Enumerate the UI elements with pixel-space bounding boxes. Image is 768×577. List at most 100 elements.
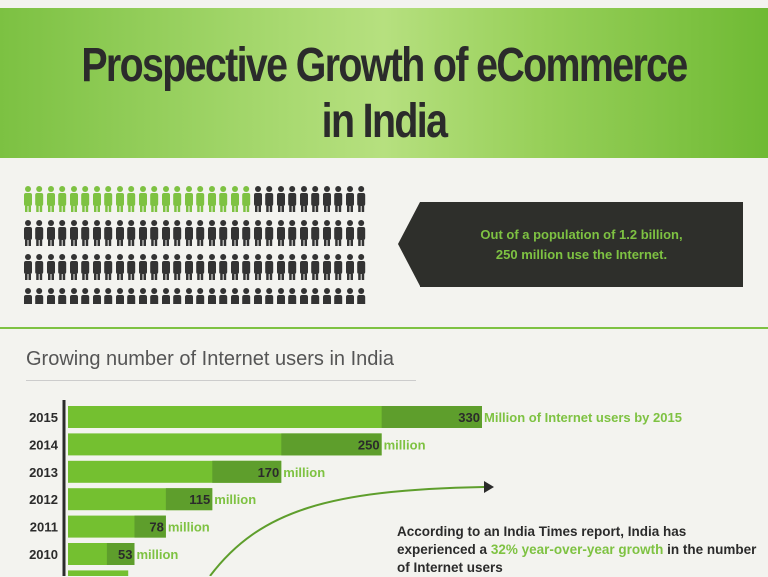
person-icon xyxy=(93,186,101,212)
person-icon xyxy=(254,288,262,304)
person-icon xyxy=(323,288,331,304)
bar-growth-segment xyxy=(165,488,213,511)
year-label: 2014 xyxy=(29,437,59,452)
person-icon xyxy=(58,186,67,212)
person-icon xyxy=(150,220,159,246)
person-icon xyxy=(185,288,193,304)
section-underline xyxy=(26,380,416,381)
person-icon xyxy=(116,186,124,212)
person-icon xyxy=(104,254,113,280)
note-text-end: in the number of Internet users xyxy=(397,542,757,575)
year-label: 2013 xyxy=(29,465,58,480)
note-text: According to an India Times report, Indi… xyxy=(397,524,687,557)
value-label: 78 xyxy=(149,520,163,535)
person-icon xyxy=(35,254,44,280)
population-callout: Out of a population of 1.2 billion, 250 … xyxy=(398,202,743,287)
person-icon xyxy=(162,288,170,304)
person-icon xyxy=(81,254,90,280)
person-icon xyxy=(219,186,228,212)
person-icon xyxy=(357,220,366,246)
value-label: 330 xyxy=(458,410,480,425)
person-icon xyxy=(334,254,343,280)
person-icon xyxy=(150,288,159,304)
person-icon xyxy=(242,220,251,246)
person-icon xyxy=(70,220,78,246)
note-highlight: 32% year-over-year growth xyxy=(490,542,664,557)
suffix-label: Million of Internet users by 2015 xyxy=(484,410,682,425)
section-title: Growing number of Internet users in Indi… xyxy=(26,348,394,370)
person-icon xyxy=(139,254,147,280)
suffix-label: million xyxy=(384,437,426,452)
person-icon xyxy=(162,254,170,280)
person-icon xyxy=(300,186,308,212)
divider xyxy=(0,327,768,329)
person-icon xyxy=(24,254,32,280)
person-icon xyxy=(173,186,182,212)
value-label: 170 xyxy=(258,465,280,480)
person-icon xyxy=(162,220,170,246)
person-icon xyxy=(185,186,193,212)
person-icon xyxy=(311,254,320,280)
year-label: 2010 xyxy=(29,547,58,562)
person-icon xyxy=(70,186,78,212)
person-icon xyxy=(196,288,205,304)
person-icon xyxy=(173,254,182,280)
person-icon xyxy=(208,254,216,280)
person-icon xyxy=(127,186,136,212)
callout-line-1: Out of a population of 1.2 billion, xyxy=(480,226,683,242)
person-icon xyxy=(288,254,297,280)
person-icon xyxy=(346,254,354,280)
person-icon xyxy=(81,220,90,246)
person-icon xyxy=(288,186,297,212)
person-icon xyxy=(265,220,274,246)
person-icon xyxy=(265,254,274,280)
person-icon xyxy=(47,254,55,280)
bar-growth-segment xyxy=(381,406,482,428)
person-icon xyxy=(311,288,320,304)
growth-arrow-curve xyxy=(209,486,485,576)
person-icon xyxy=(311,186,320,212)
year-label: 2012 xyxy=(29,492,58,507)
suffix-label: million xyxy=(283,465,325,480)
person-icon xyxy=(208,220,216,246)
person-icon xyxy=(47,220,55,246)
suffix-label: million xyxy=(214,492,256,507)
year-label: 2015 xyxy=(29,410,58,425)
person-icon xyxy=(196,254,205,280)
person-icon xyxy=(196,220,205,246)
person-icon xyxy=(116,288,124,304)
population-icons xyxy=(24,186,366,304)
person-icon xyxy=(334,220,343,246)
person-icon xyxy=(93,288,101,304)
person-icon xyxy=(70,288,78,304)
person-icon xyxy=(323,220,331,246)
person-icon xyxy=(254,186,262,212)
person-icon xyxy=(231,254,239,280)
person-icon xyxy=(127,220,136,246)
person-icon xyxy=(81,288,90,304)
person-icon xyxy=(196,186,205,212)
callout-line-2: 250 million use the Internet. xyxy=(495,246,668,262)
person-icon xyxy=(277,220,285,246)
title-line-1: Prospective Growth of eCommerce xyxy=(81,39,688,92)
person-icon xyxy=(231,186,239,212)
person-icon xyxy=(116,220,124,246)
person-icon xyxy=(185,220,193,246)
person-icon xyxy=(219,220,228,246)
header-banner: Prospective Growth of eCommerce in India xyxy=(0,8,768,158)
person-icon xyxy=(58,220,67,246)
person-icon xyxy=(24,220,32,246)
person-icon xyxy=(231,288,239,304)
person-icon xyxy=(139,288,147,304)
person-icon xyxy=(346,186,354,212)
person-icon xyxy=(323,186,331,212)
person-icon xyxy=(300,288,308,304)
person-icon xyxy=(104,220,113,246)
bar xyxy=(68,406,482,428)
person-icon xyxy=(139,186,147,212)
suffix-label: million xyxy=(168,520,210,535)
person-icon xyxy=(58,254,67,280)
person-icon xyxy=(127,288,136,304)
person-icon xyxy=(242,186,251,212)
